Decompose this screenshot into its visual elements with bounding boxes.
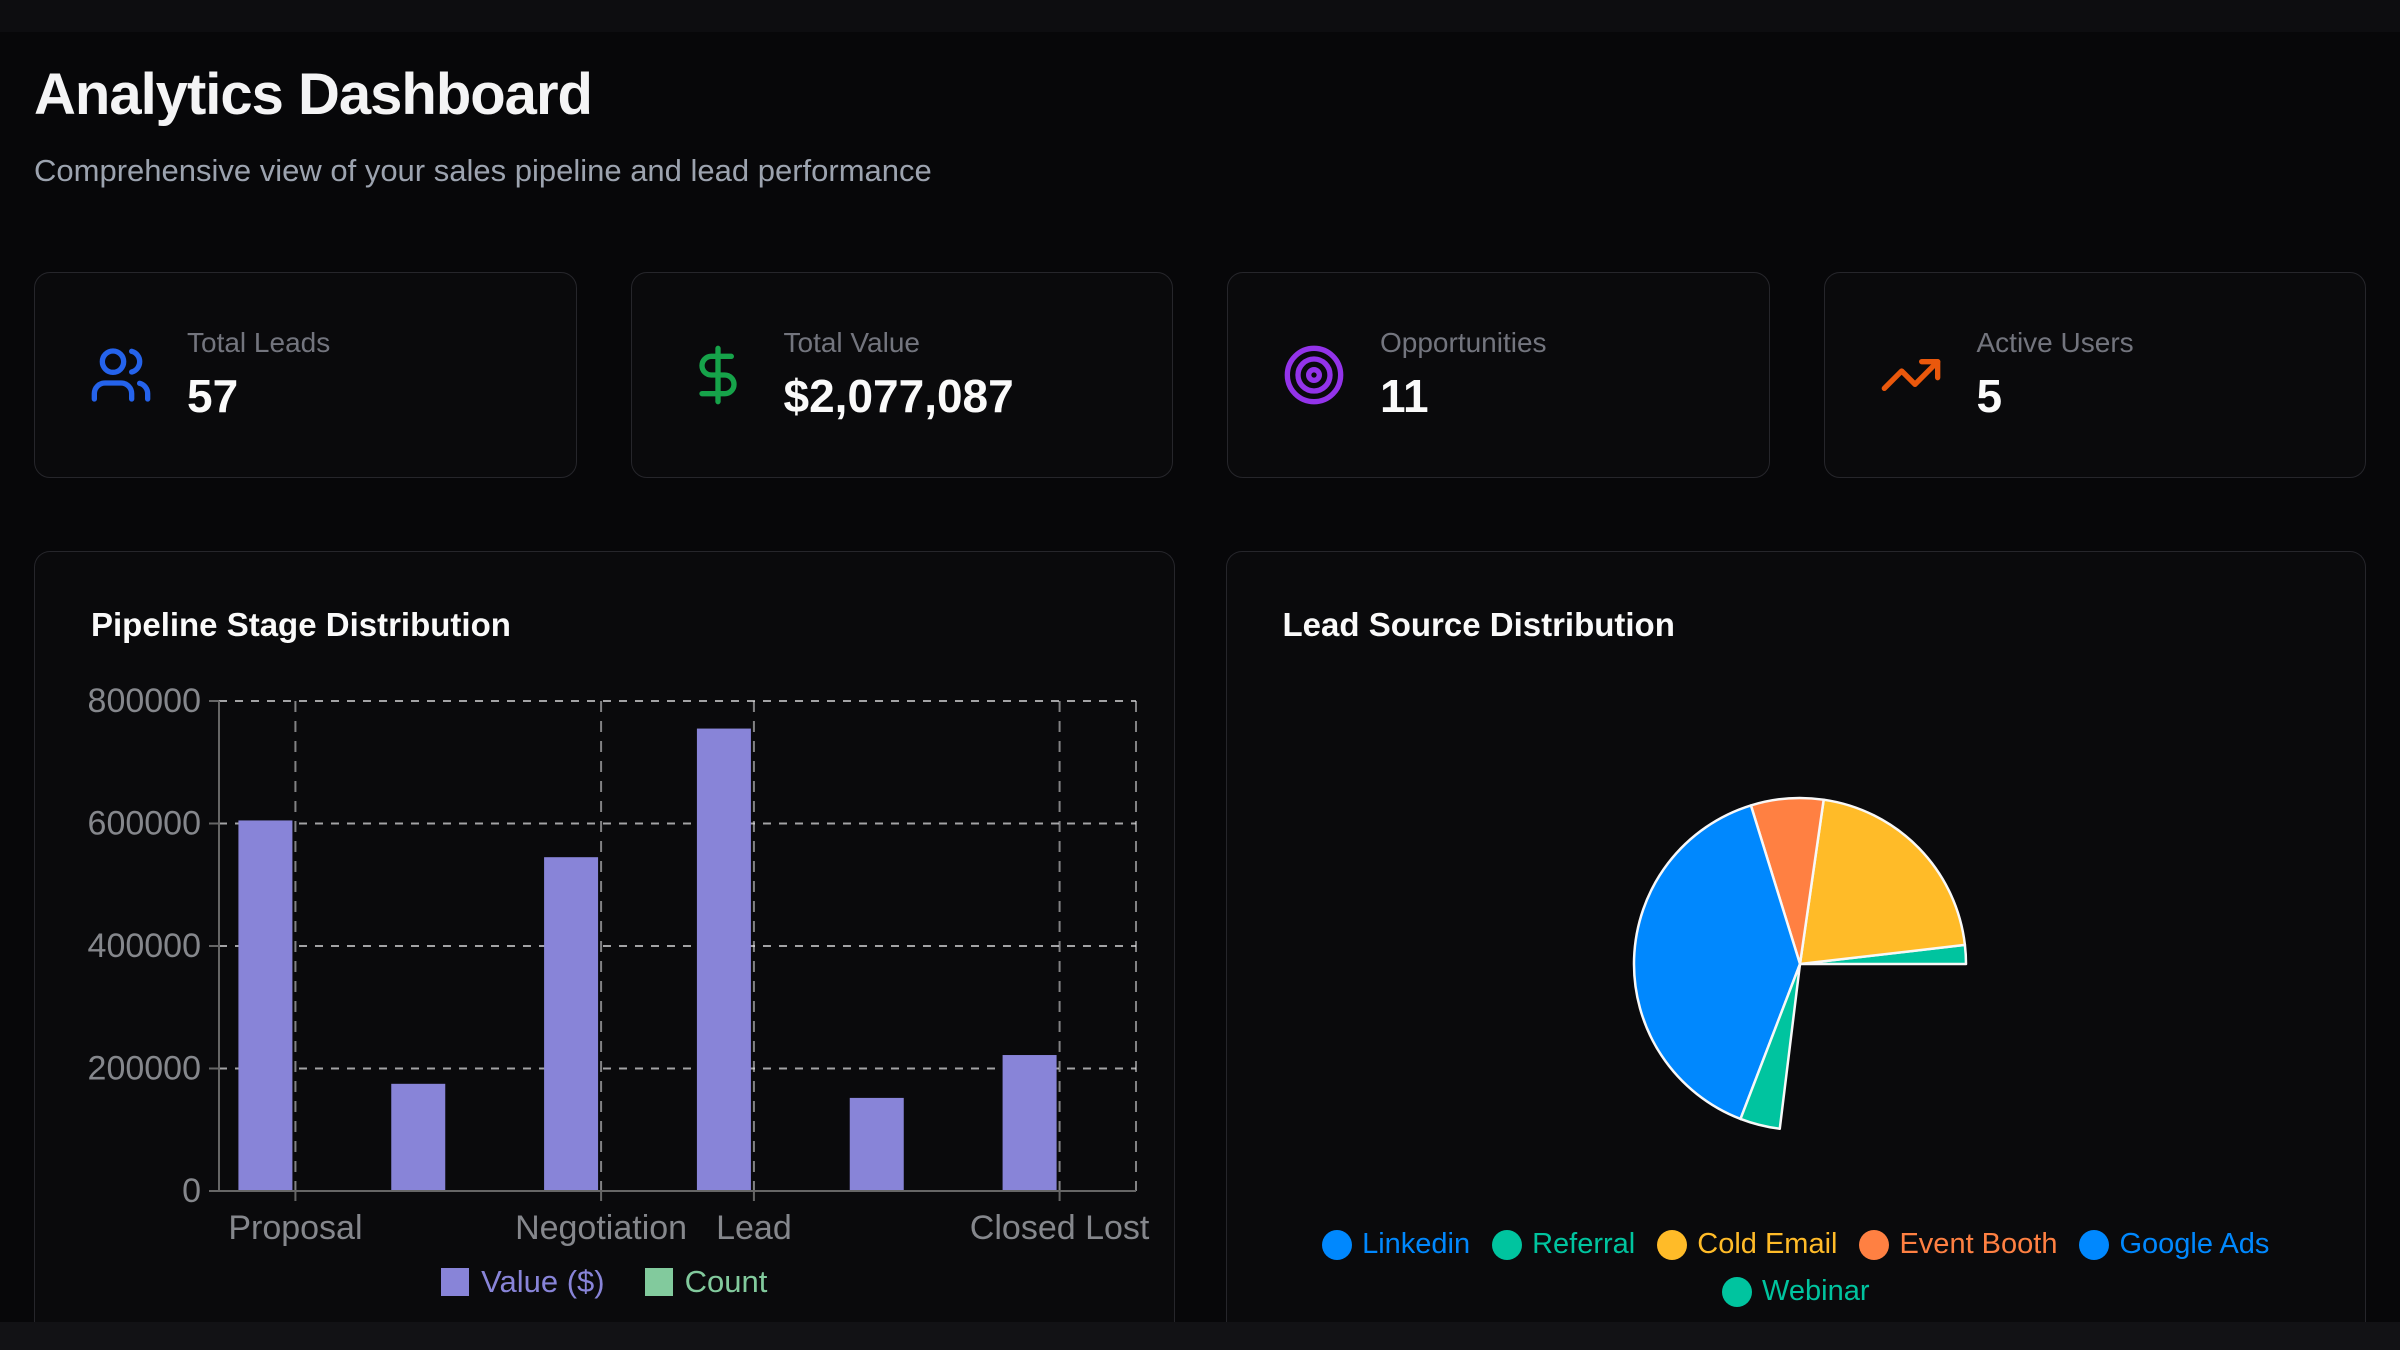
stat-card-total-value: Total Value $2,077,087	[630, 272, 1173, 478]
legend-label: Referral	[1532, 1228, 1636, 1260]
bar-value-stage-5[interactable]	[849, 1097, 904, 1191]
stat-label: Total Leads	[187, 327, 331, 358]
pie-slice-linkedin[interactable]	[1632, 804, 1801, 1121]
users-icon	[89, 343, 153, 407]
legend-item-event-booth: Event Booth	[1859, 1228, 2057, 1261]
chart-card-lead-source: Lead Source Distribution Linkedin Referra…	[1225, 551, 2366, 1322]
page-header: Analytics Dashboard Comprehensive view o…	[34, 62, 932, 189]
y-tick-label: 0	[182, 1172, 201, 1210]
y-tick-label: 200000	[88, 1050, 201, 1088]
legend-label: Google Ads	[2119, 1228, 2270, 1260]
x-tick-label: Lead	[716, 1209, 792, 1247]
stat-label: Total Value	[783, 327, 920, 358]
dashboard-container: Analytics Dashboard Comprehensive view o…	[0, 32, 2400, 1322]
bar-chart-legend: Value ($) Count	[35, 1264, 1174, 1300]
x-tick-label: Closed Lost	[970, 1209, 1150, 1247]
legend-dot	[1859, 1229, 1890, 1260]
stat-card-active-users: Active Users 5	[1823, 272, 2366, 478]
pie-chart-svg	[1632, 796, 1967, 1131]
trending-up-icon	[1879, 343, 1943, 407]
legend-item-value: Value ($)	[441, 1264, 605, 1300]
legend-item-count: Count	[644, 1264, 768, 1300]
page-title: Analytics Dashboard	[34, 62, 593, 127]
legend-label: Value ($)	[481, 1264, 605, 1299]
pie-chart-legend: Linkedin Referral Cold Email Event Booth Goo…	[1296, 1228, 2296, 1308]
legend-label: Cold Email	[1697, 1228, 1838, 1260]
bar-value-proposal[interactable]	[238, 820, 293, 1191]
bar-value-lead[interactable]	[696, 728, 751, 1191]
stat-value: 11	[1380, 370, 1429, 422]
pie-slice-cold-email[interactable]	[1798, 798, 1966, 966]
legend-label: Webinar	[1762, 1275, 1870, 1307]
legend-swatch	[644, 1268, 673, 1296]
y-tick-label: 800000	[88, 682, 201, 720]
target-icon	[1282, 343, 1346, 407]
legend-item-linkedin: Linkedin	[1322, 1228, 1470, 1261]
legend-label: Linkedin	[1362, 1228, 1471, 1260]
legend-item-webinar: Webinar	[1722, 1275, 1869, 1308]
legend-label: Event Booth	[1899, 1228, 2058, 1260]
legend-item-referral: Referral	[1492, 1228, 1635, 1261]
legend-label: Count	[684, 1264, 768, 1299]
y-tick-label: 600000	[88, 805, 201, 843]
legend-item-cold-email: Cold Email	[1657, 1228, 1837, 1261]
legend-dot	[1657, 1229, 1688, 1260]
x-tick-label: Proposal	[228, 1209, 362, 1247]
stat-value: $2,077,087	[783, 370, 1014, 422]
chart-title-lead-source: Lead Source Distribution	[1282, 606, 1675, 643]
stat-label: Opportunities	[1380, 327, 1547, 358]
y-tick-label: 400000	[88, 927, 201, 965]
stat-value: 57	[187, 370, 239, 422]
top-strip	[0, 0, 2400, 32]
chart-title-pipeline: Pipeline Stage Distribution	[91, 606, 511, 643]
x-tick-label: Negotiation	[515, 1209, 687, 1247]
legend-swatch	[441, 1268, 470, 1296]
bar-value-closed-lost[interactable]	[1002, 1055, 1057, 1191]
stat-card-total-leads: Total Leads 57	[34, 272, 577, 478]
bar-value-negotiation[interactable]	[544, 857, 599, 1191]
stat-card-opportunities: Opportunities 11	[1227, 272, 1770, 478]
legend-item-google-ads: Google Ads	[2079, 1228, 2269, 1261]
stat-value: 5	[1976, 370, 2003, 422]
page-subtitle: Comprehensive view of your sales pipelin…	[34, 152, 932, 188]
bar-chart-svg: 0 200000 400000 600000 800000 Proposal Negotia…	[88, 682, 1150, 1247]
charts-row: Pipeline Stage Distribution 0 200000 40000…	[34, 551, 2366, 1322]
bar-value-stage-2[interactable]	[391, 1083, 446, 1191]
legend-dot	[1722, 1276, 1753, 1307]
legend-dot	[2079, 1229, 2110, 1260]
stats-row: Total Leads 57 Total Value $2,077,087	[34, 272, 2366, 478]
pie-slice-webinar[interactable]	[1738, 962, 1801, 1131]
stat-label: Active Users	[1976, 327, 2134, 358]
chart-card-pipeline: Pipeline Stage Distribution 0 200000 40000…	[34, 551, 1175, 1322]
dollar-sign-icon	[686, 343, 750, 407]
legend-dot	[1492, 1229, 1523, 1260]
legend-dot	[1322, 1229, 1353, 1260]
